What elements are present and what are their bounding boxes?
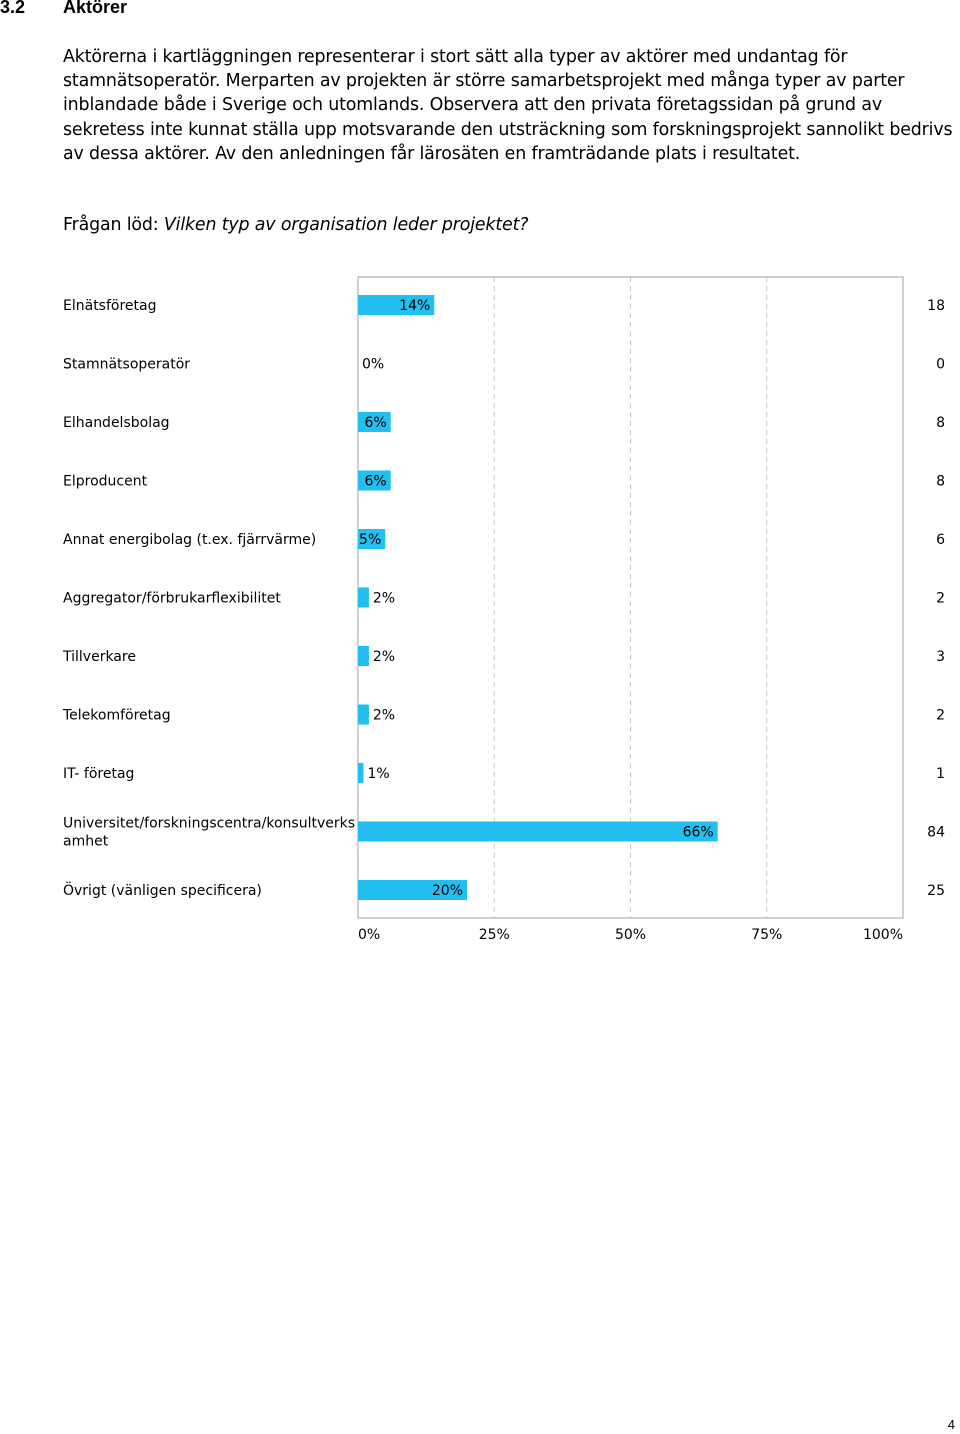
question-text: Frågan löd: Vilken typ av organisation l…: [63, 213, 528, 237]
count-label: 0: [936, 357, 945, 373]
bar: [358, 412, 391, 432]
count-label: 3: [936, 649, 945, 665]
x-tick-label: 0%: [358, 927, 380, 943]
bar: [358, 587, 369, 608]
bar-value-label: 6%: [364, 474, 386, 490]
count-label: 1: [936, 766, 945, 782]
bar-value-label: 66%: [683, 825, 714, 841]
bar-value-label: 14%: [399, 298, 430, 314]
count-label: 2: [936, 591, 945, 607]
section-title: Aktörer: [63, 0, 128, 17]
section-heading: 3.2 Aktörer: [0, 0, 127, 18]
question-italic: Vilken typ av organisation leder projekt…: [163, 215, 529, 235]
bar-value-label: 20%: [432, 883, 463, 899]
bar-value-label: 6%: [364, 415, 386, 431]
section-number: 3.2: [0, 0, 26, 17]
bar-value-label: 2%: [373, 649, 395, 665]
category-label: Stamnätsoperatör: [63, 357, 190, 373]
category-label: amhet: [63, 834, 109, 850]
category-label: Tillverkare: [62, 649, 136, 665]
bar: [358, 295, 435, 315]
bar: [358, 529, 386, 549]
bar: [358, 880, 467, 900]
bar: [358, 763, 364, 783]
category-label: Övrigt (vänligen specificera): [63, 881, 262, 899]
count-label: 84: [927, 825, 945, 841]
x-tick-label: 50%: [615, 927, 646, 943]
count-label: 8: [936, 474, 945, 490]
category-label: Telekomföretag: [62, 708, 171, 724]
bar: [358, 470, 391, 491]
category-label: Annat energibolag (t.ex. fjärrvärme): [63, 532, 316, 548]
bar-value-label: 2%: [373, 591, 395, 607]
count-label: 2: [936, 708, 945, 724]
page-number: 4: [947, 1417, 955, 1432]
bar-value-label: 5%: [359, 532, 381, 548]
category-label: Elhandelsbolag: [63, 415, 170, 431]
x-tick-label: 75%: [751, 927, 782, 943]
bar-value-label: 2%: [373, 708, 395, 724]
count-label: 6: [936, 532, 945, 548]
bar: [358, 821, 718, 842]
bar: [358, 646, 369, 666]
question-prefix: Frågan löd:: [63, 215, 164, 235]
category-label: Elproducent: [63, 474, 148, 490]
body-paragraph: Aktörerna i kartläggningen representerar…: [63, 47, 953, 164]
count-label: 8: [936, 415, 945, 431]
category-label: IT- företag: [63, 766, 134, 782]
bar-value-label: 0%: [362, 357, 384, 373]
x-tick-label: 25%: [479, 927, 510, 943]
bar: [358, 704, 369, 725]
category-label: Elnätsföretag: [63, 298, 156, 314]
category-label: Aggregator/förbrukarflexibilitet: [63, 591, 281, 607]
category-label: Universitet/forskningscentra/konsultverk…: [63, 816, 355, 832]
count-label: 18: [927, 298, 945, 314]
count-label: 25: [927, 883, 945, 899]
x-tick-label: 100%: [863, 927, 903, 943]
bar-value-label: 1%: [367, 766, 389, 782]
